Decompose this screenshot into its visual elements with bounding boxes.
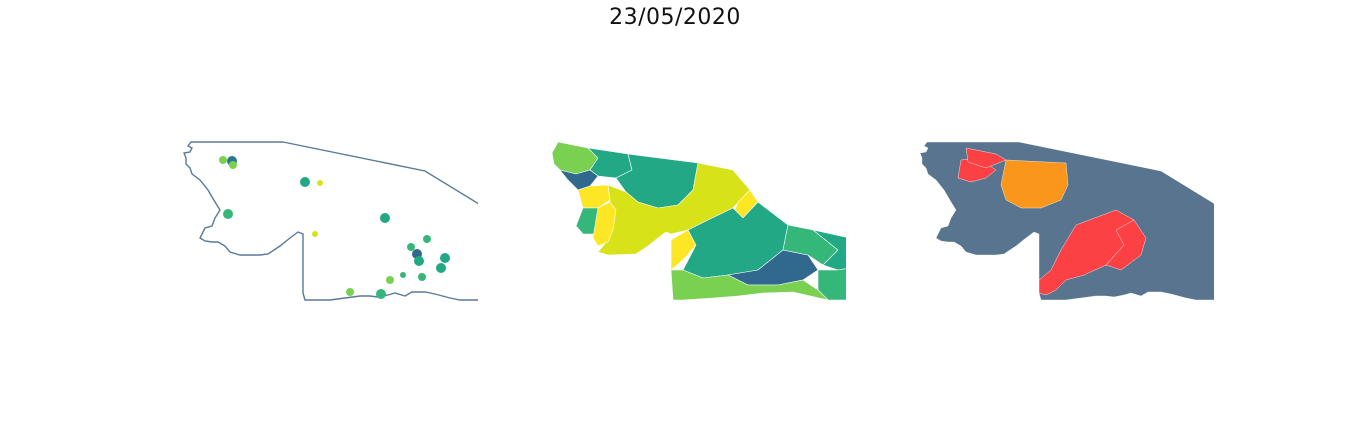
points-map-panel: [178, 130, 478, 310]
point-marker: [380, 213, 390, 223]
state-outline: [183, 141, 478, 301]
regions-map: [551, 141, 846, 301]
regions-map-panel: [546, 130, 846, 310]
point-marker: [414, 256, 424, 266]
region-e-teal: [812, 229, 846, 271]
point-marker: [436, 263, 446, 273]
point-marker: [223, 209, 233, 219]
region-nw-blue: [559, 169, 599, 191]
risk-n-orange: [1000, 159, 1069, 209]
region-c-yellow: [592, 201, 617, 247]
risk-base: [919, 141, 1214, 301]
point-marker: [386, 276, 394, 284]
point-marker: [229, 161, 237, 169]
figure-title: 23/05/2020: [609, 5, 741, 30]
point-marker: [300, 177, 310, 187]
risk-map: [919, 141, 1214, 301]
region-s-yellow: [670, 229, 697, 271]
region-sw-green: [670, 269, 829, 301]
point-marker: [440, 253, 450, 263]
point-marker: [219, 156, 227, 164]
point-markers: [219, 156, 450, 299]
point-marker: [407, 243, 415, 251]
point-marker: [317, 180, 323, 186]
risk-map-panel: [914, 130, 1214, 310]
point-marker: [376, 289, 386, 299]
point-marker: [346, 288, 354, 296]
point-marker: [400, 272, 406, 278]
point-marker: [423, 235, 431, 243]
point-marker: [418, 273, 426, 281]
point-marker: [312, 231, 318, 237]
risk-n-red: [965, 147, 1007, 169]
risk-c-red-2: [1105, 219, 1147, 271]
points-map: [183, 141, 478, 301]
